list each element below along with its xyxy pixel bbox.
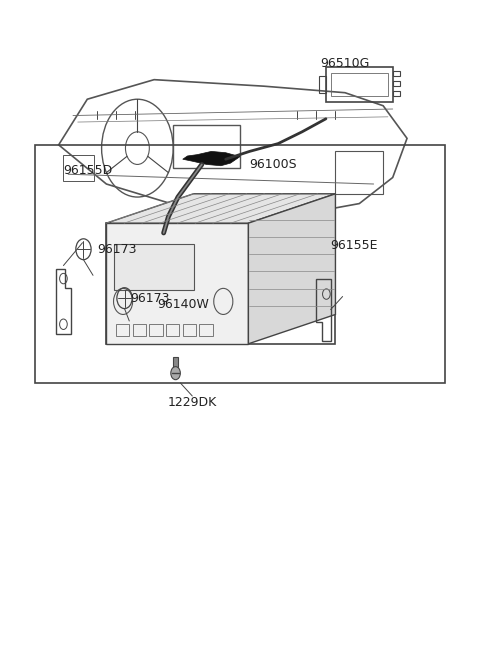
Bar bbox=[319, 77, 326, 93]
Text: 96510G: 96510G bbox=[320, 57, 370, 70]
Bar bbox=[199, 324, 213, 336]
Bar bbox=[173, 357, 179, 373]
Bar bbox=[326, 67, 393, 102]
Polygon shape bbox=[107, 223, 248, 344]
Polygon shape bbox=[183, 151, 240, 166]
Bar bbox=[331, 73, 388, 96]
Text: 1229DK: 1229DK bbox=[168, 396, 217, 409]
Bar bbox=[107, 223, 336, 344]
Text: 96100S: 96100S bbox=[250, 158, 297, 171]
Bar bbox=[393, 71, 400, 77]
Bar bbox=[336, 151, 383, 194]
Text: 96155E: 96155E bbox=[331, 240, 378, 252]
Bar bbox=[393, 91, 400, 96]
Circle shape bbox=[171, 367, 180, 380]
Bar bbox=[173, 125, 240, 168]
Bar bbox=[114, 244, 194, 290]
Bar bbox=[132, 324, 146, 336]
Bar bbox=[166, 324, 180, 336]
Text: 96155D: 96155D bbox=[63, 164, 113, 178]
Bar bbox=[393, 81, 400, 86]
Polygon shape bbox=[107, 194, 336, 223]
Text: 96173: 96173 bbox=[97, 243, 136, 255]
Bar bbox=[116, 324, 129, 336]
Bar bbox=[183, 324, 196, 336]
Text: 96173: 96173 bbox=[130, 291, 170, 305]
Bar bbox=[149, 324, 163, 336]
Bar bbox=[35, 145, 445, 383]
Bar bbox=[63, 155, 95, 181]
Text: 96140W: 96140W bbox=[157, 298, 209, 311]
Polygon shape bbox=[248, 194, 336, 344]
